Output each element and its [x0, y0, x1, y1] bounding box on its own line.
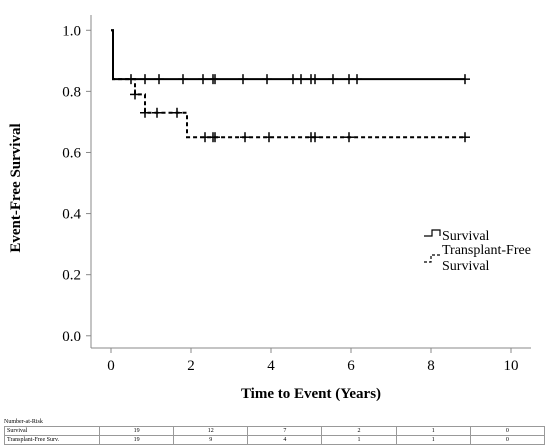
censor-mark [178, 74, 188, 85]
censor-mark [140, 74, 150, 85]
x-tick-label: 2 [187, 358, 195, 374]
risk-row-label: Transplant-Free Surv. [4, 435, 100, 445]
risk-table-row: Survival 19 12 7 2 1 0 [4, 426, 546, 436]
risk-row-label: Survival [4, 426, 100, 436]
risk-cell: 2 [321, 426, 397, 436]
plot-area-frame [90, 15, 531, 349]
risk-cell: 4 [247, 435, 323, 445]
censor-mark [130, 89, 140, 100]
y-axis-ticks: 0.0 0.2 0.4 0.6 0.8 1.0 [62, 23, 91, 345]
y-tick-label: 0.8 [62, 84, 81, 100]
x-tick-label: 6 [347, 358, 355, 374]
risk-cell: 1 [321, 435, 397, 445]
risk-table-grid: Survival 19 12 7 2 1 0 Transplant-Free Surv. 19 9… [4, 426, 546, 445]
x-tick-label: 0 [107, 358, 115, 374]
y-tick-label: 0.4 [62, 207, 81, 223]
km-chart: 0 2 4 6 8 10 0.0 0.2 0.4 0.6 0.8 1.0 Event-Free Su… [8, 15, 531, 402]
censor-mark [238, 74, 248, 85]
censor-mark [210, 74, 220, 85]
censor-mark [140, 107, 150, 118]
y-axis-title: Event-Free Survival [8, 123, 24, 252]
censor-mark [352, 74, 362, 85]
risk-table-title: Number-at-Risk [4, 419, 43, 425]
censor-mark [310, 132, 320, 143]
x-tick-label: 10 [504, 358, 519, 374]
legend-tfs-label-2: Survival [442, 259, 490, 274]
risk-cell: 12 [173, 426, 249, 436]
risk-table-row: Transplant-Free Surv. 19 9 4 1 1 0 [4, 435, 546, 445]
legend-survival-label: Survival [442, 229, 490, 244]
y-tick-label: 0.2 [62, 268, 81, 284]
censor-mark [460, 132, 470, 143]
censor-mark [154, 74, 164, 85]
censor-mark [328, 74, 338, 85]
censor-mark [264, 132, 274, 143]
censor-mark [460, 74, 470, 85]
risk-cell: 19 [98, 426, 175, 436]
x-tick-label: 8 [427, 358, 435, 374]
number-at-risk-table: Number-at-Risk Survival 19 12 7 2 1 0 Transplan… [4, 418, 546, 445]
y-tick-label: 0.6 [62, 145, 81, 161]
risk-cell: 7 [247, 426, 323, 436]
legend: Survival Transplant-Free Survival [424, 229, 531, 274]
y-tick-label: 0.0 [62, 329, 81, 345]
censor-mark [262, 74, 272, 85]
legend-survival-swatch [424, 229, 441, 237]
x-axis-ticks: 0 2 4 6 8 10 [107, 348, 519, 374]
legend-tfs-swatch [424, 254, 440, 263]
risk-cell: 9 [173, 435, 249, 445]
risk-cell: 0 [469, 426, 546, 436]
risk-cell: 1 [395, 426, 471, 436]
censor-marks [126, 74, 470, 143]
censor-mark [240, 132, 250, 143]
censor-mark [344, 132, 354, 143]
censor-mark [126, 74, 136, 85]
censor-mark [152, 107, 162, 118]
risk-cell: 19 [98, 435, 175, 445]
legend-tfs-label-1: Transplant-Free [442, 243, 531, 258]
risk-cell: 0 [469, 435, 546, 445]
censor-mark [296, 74, 306, 85]
risk-cell: 1 [395, 435, 471, 445]
censor-mark [210, 132, 220, 143]
x-axis-title: Time to Event (Years) [241, 386, 381, 402]
censor-mark [172, 107, 182, 118]
y-tick-label: 1.0 [62, 23, 81, 39]
censor-mark [310, 74, 320, 85]
x-tick-label: 4 [267, 358, 275, 374]
censor-mark [198, 74, 208, 85]
